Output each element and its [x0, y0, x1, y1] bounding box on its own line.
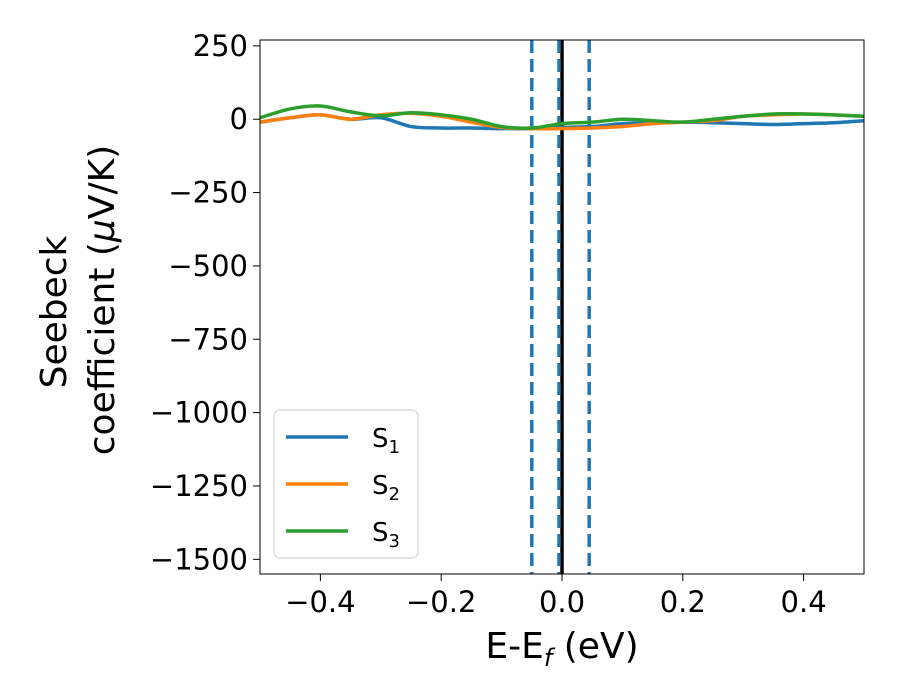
legend: S1 S2 S3 — [273, 409, 419, 559]
x-tick-label: 0.4 — [781, 585, 827, 619]
x-tick-label: −0.2 — [406, 585, 476, 619]
y-tick-label: −1000 — [150, 396, 248, 430]
y-axis-title-line2: coefficient (μV/K) — [82, 145, 123, 455]
y-axis-ticks: 250 0 −250 −500 −750 −1000 −1250 −1500 — [150, 29, 260, 576]
y-tick-label: −750 — [168, 322, 248, 356]
legend-label-s1: S1 — [372, 424, 400, 458]
series-lines — [260, 104, 864, 131]
x-tick-label: 0.0 — [539, 585, 585, 619]
reference-lines — [530, 40, 591, 574]
y-tick-label: −500 — [168, 249, 248, 283]
y-axis-title: Seebeck coefficient (μV/K) — [34, 145, 123, 455]
y-tick-label: −250 — [168, 176, 248, 210]
x-tick-label: −0.4 — [285, 585, 355, 619]
legend-label-s3: S3 — [372, 518, 400, 552]
legend-label-s2: S2 — [372, 471, 400, 505]
y-axis-title-line1: Seebeck — [34, 235, 75, 388]
y-tick-label: −1500 — [150, 542, 248, 576]
x-tick-label: 0.2 — [660, 585, 706, 619]
series-line-s3 — [260, 104, 864, 130]
x-axis-title: E-Ef (eV) — [485, 626, 638, 672]
x-axis-ticks: −0.4 −0.2 0.0 0.2 0.4 — [285, 574, 827, 619]
y-tick-label: 250 — [193, 29, 248, 63]
y-tick-label: 0 — [230, 102, 248, 136]
y-tick-label: −1250 — [150, 469, 248, 503]
